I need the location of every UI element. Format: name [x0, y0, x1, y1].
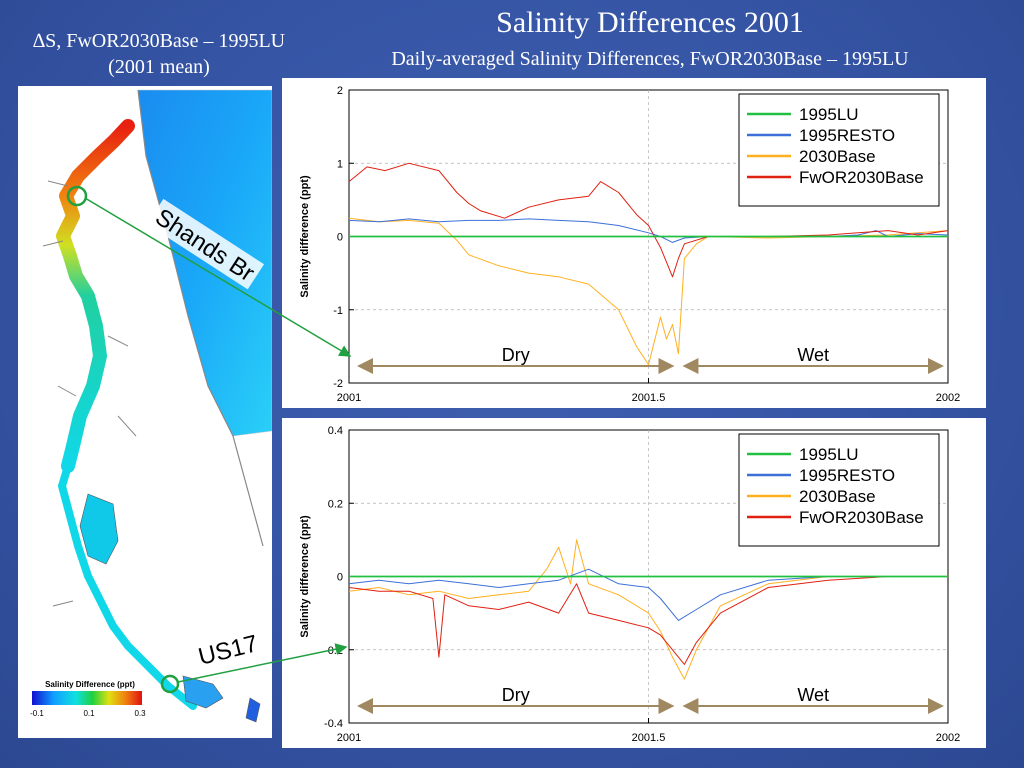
chart1-legend-label-1995lu: 1995LU [799, 445, 859, 464]
lake-george [79, 493, 119, 565]
colorbar-title: Salinity Difference (ppt) [45, 680, 135, 689]
chart0-legend-label-2030base: 2030Base [799, 147, 876, 166]
slide-title: Salinity Differences 2001 [496, 6, 804, 39]
chart1-series-1995resto-line [348, 568, 948, 621]
chart0-series-fwor2030base-line [348, 162, 949, 278]
river-upper [56, 119, 135, 473]
chart1-legend-box [738, 433, 940, 547]
chart1-legend-label-1995resto: 1995RESTO [799, 466, 895, 485]
chart0-legend-label-fwor2030base: FwOR2030Base [799, 168, 924, 187]
chart0-x-tick-label: 2002 [936, 392, 960, 404]
chart0-y-tick-label: -1 [333, 305, 343, 317]
chart1-x-tick-label: 2001.5 [632, 732, 666, 744]
colorbar [32, 691, 142, 705]
chart0-y-tick-label: 2 [337, 85, 343, 97]
salinity-map-panel: Salinity Difference (ppt) -0.1 0.1 0.3 [18, 86, 273, 738]
chart1-y-tick-label: -0.2 [324, 645, 343, 657]
river-middle [58, 462, 197, 710]
colorbar-tick-high: 0.3 [134, 709, 146, 718]
chart1-y-tick-label: 0 [337, 572, 343, 584]
chart1-y-tick-label: 0.2 [328, 498, 343, 510]
chart1-y-tick-label: -0.4 [324, 718, 343, 730]
chart0-x-tick-label: 2001.5 [632, 392, 666, 404]
chart1-period-label-wet: Wet [797, 685, 829, 705]
lake-tip [245, 697, 261, 723]
chart1-legend-label-2030base: 2030Base [799, 487, 876, 506]
chart0-legend-box [738, 93, 940, 207]
chart1-series-fwor2030base-line [348, 576, 948, 665]
chart0-period-label-wet: Wet [797, 345, 829, 365]
chart0-y-tick-label: -2 [333, 378, 343, 390]
chart-panel-us17: 0.4 0.2 0 -0.2 -0.4 2001 2001.5 2002 Salinity di… [282, 418, 986, 748]
chart1-y-axis-label: Salinity difference (ppt) [299, 515, 311, 638]
chart0-y-tick-label: 0 [337, 232, 343, 244]
chart1-legend-label-fwor2030base: FwOR2030Base [799, 508, 924, 527]
chart1-period-label-dry: Dry [502, 685, 530, 705]
map-caption-line1: ∆S, FwOR2030Base – 1995LU [32, 30, 286, 52]
chart1-y-tick-label: 0.4 [328, 425, 343, 437]
chart-panel-shands-br: 2 1 0 -1 -2 2001 2001.5 2002 Salinity difference… [282, 78, 986, 408]
salinity-map: Salinity Difference (ppt) -0.1 0.1 0.3 [30, 89, 273, 723]
ocean-region [137, 89, 273, 437]
chart1-series-2030base-line [348, 539, 948, 680]
chart0-y-axis-label: Salinity difference (ppt) [299, 175, 311, 298]
chart1-x-tick-label: 2001 [337, 732, 361, 744]
chart0-period-label-dry: Dry [502, 345, 530, 365]
chart0-legend-label-1995lu: 1995LU [799, 105, 859, 124]
map-caption-line2: (2001 mean) [108, 56, 210, 78]
salinity-chart-shands-br: 2 1 0 -1 -2 2001 2001.5 2002 Salinity difference… [299, 85, 960, 404]
salinity-chart-us17: 0.4 0.2 0 -0.2 -0.4 2001 2001.5 2002 Salinity di… [299, 425, 960, 744]
chart0-x-tick-label: 2001 [337, 392, 361, 404]
slide-subtitle: Daily-averaged Salinity Differences, FwO… [391, 48, 909, 70]
colorbar-tick-low: -0.1 [30, 709, 44, 718]
chart0-series-1995resto-line [348, 218, 949, 243]
chart0-legend-label-1995resto: 1995RESTO [799, 126, 895, 145]
chart0-y-tick-label: 1 [337, 158, 343, 170]
map-caption: ∆S, FwOR2030Base – 1995LU (2001 mean) [0, 28, 318, 80]
chart1-x-tick-label: 2002 [936, 732, 960, 744]
colorbar-tick-mid: 0.1 [83, 709, 95, 718]
